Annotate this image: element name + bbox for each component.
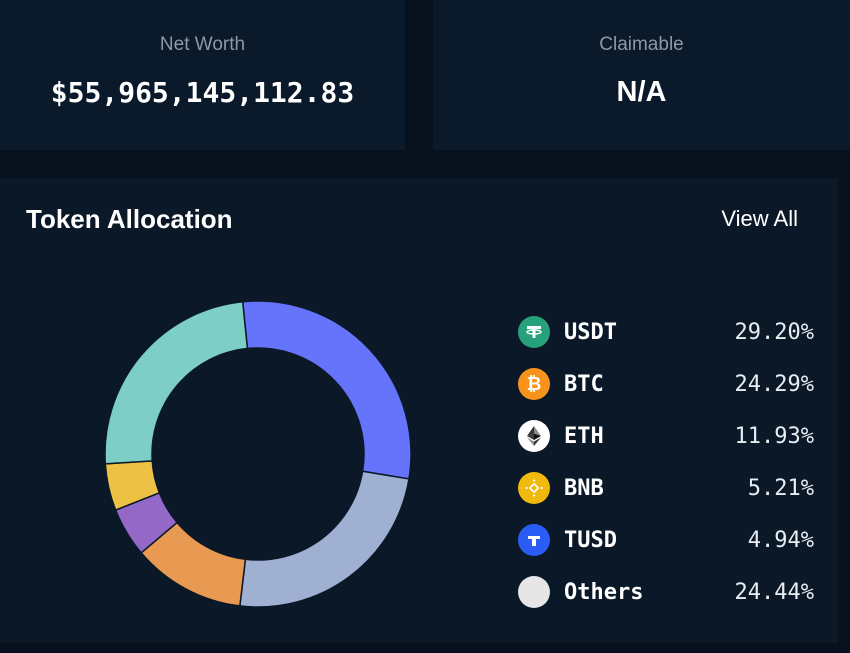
view-all-link[interactable]: View All bbox=[721, 206, 798, 231]
legend-item[interactable]: ₿ BTC 24.29% bbox=[518, 358, 814, 410]
ethereum-icon bbox=[518, 420, 550, 452]
legend-label: TUSD bbox=[564, 527, 617, 553]
donut-slice-usdt[interactable] bbox=[241, 300, 412, 480]
allocation-donut-chart bbox=[104, 300, 412, 608]
legend-label: BTC bbox=[564, 371, 604, 397]
legend-percent: 4.94% bbox=[747, 527, 814, 553]
claimable-label: Claimable bbox=[599, 34, 684, 55]
legend-percent: 11.93% bbox=[734, 423, 814, 449]
token-allocation-card: Token Allocation View All USDT 29.20% ₿ … bbox=[0, 178, 838, 643]
token-allocation-title: Token Allocation bbox=[26, 204, 233, 234]
donut-slice-others[interactable] bbox=[104, 300, 249, 465]
donut-slice-btc[interactable] bbox=[239, 470, 410, 608]
claimable-card: Claimable N/A bbox=[433, 0, 850, 150]
bnb-icon bbox=[518, 472, 550, 504]
claimable-value: N/A bbox=[616, 76, 667, 108]
legend-percent: 5.21% bbox=[747, 475, 814, 501]
tether-icon bbox=[518, 316, 550, 348]
legend-item[interactable]: USDT 29.20% bbox=[518, 306, 814, 358]
net-worth-value: $55,965,145,112.83 bbox=[50, 76, 355, 109]
legend-percent: 24.44% bbox=[734, 579, 814, 605]
legend-item[interactable]: TUSD 4.94% bbox=[518, 514, 814, 566]
net-worth-label: Net Worth bbox=[159, 34, 246, 55]
tusd-icon bbox=[518, 524, 550, 556]
allocation-legend: USDT 29.20% ₿ BTC 24.29% E bbox=[518, 306, 814, 618]
legend-label: Others bbox=[564, 579, 644, 605]
legend-item[interactable]: Others 24.44% bbox=[518, 566, 814, 618]
legend-percent: 29.20% bbox=[734, 319, 814, 345]
legend-label: BNB bbox=[564, 475, 604, 501]
legend-label: ETH bbox=[564, 423, 604, 449]
legend-label: USDT bbox=[564, 319, 617, 345]
net-worth-card: Net Worth $55,965,145,112.83 bbox=[0, 0, 405, 150]
legend-percent: 24.29% bbox=[734, 371, 814, 397]
legend-item[interactable]: ETH 11.93% bbox=[518, 410, 814, 462]
bitcoin-icon: ₿ bbox=[518, 368, 550, 400]
others-icon bbox=[518, 576, 550, 608]
legend-item[interactable]: BNB 5.21% bbox=[518, 462, 814, 514]
